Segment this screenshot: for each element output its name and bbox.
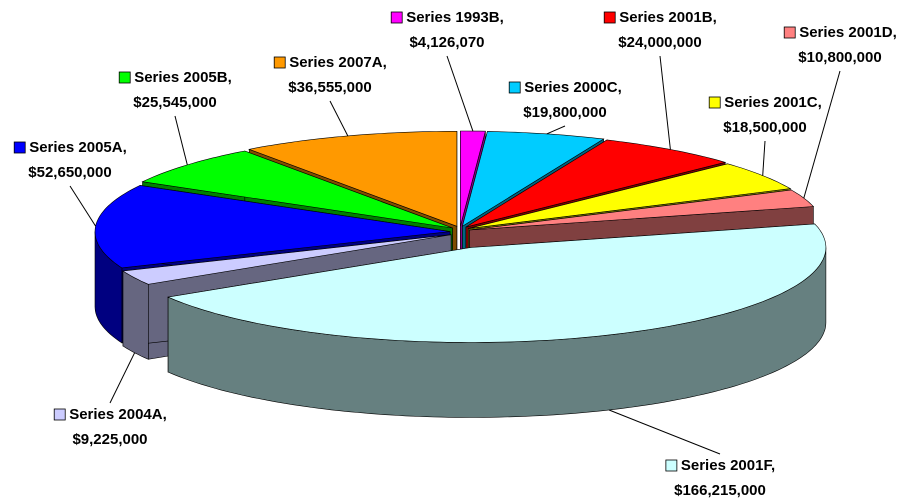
data-label-value: $9,225,000	[72, 431, 147, 448]
data-label-value: $4,126,070	[409, 34, 484, 51]
data-label-name: Series 2005B,	[134, 69, 232, 86]
data-label-name: Series 2000C,	[524, 79, 622, 96]
data-label-name: Series 2001B,	[619, 9, 717, 26]
legend-key	[390, 11, 403, 24]
legend-key	[508, 81, 521, 94]
legend-key	[783, 26, 796, 39]
leader-line	[446, 55, 474, 132]
leader-line	[803, 70, 841, 199]
slice-top	[122, 234, 452, 285]
slice-top	[167, 223, 827, 343]
leader-line	[546, 125, 566, 135]
data-label-value: $18,500,000	[723, 119, 806, 136]
data-label-name: Series 2001C,	[724, 94, 822, 111]
legend-key	[603, 11, 616, 24]
leader-line	[762, 140, 766, 176]
data-label-name: Series 2005A,	[29, 139, 127, 156]
data-label-value: $24,000,000	[618, 34, 701, 51]
data-label-value: $25,545,000	[133, 94, 216, 111]
data-label-name: Series 2007A,	[289, 54, 387, 71]
data-label-value: $10,800,000	[798, 49, 881, 66]
legend-key	[118, 71, 131, 84]
leader-line	[174, 115, 188, 166]
legend-key	[665, 459, 678, 472]
slice	[167, 223, 827, 418]
leader-line	[608, 409, 721, 455]
slice-wall	[122, 270, 149, 360]
leader-line	[659, 55, 671, 150]
data-label-value: $19,800,000	[523, 104, 606, 121]
leader-line	[109, 352, 136, 404]
legend-key	[273, 56, 286, 69]
data-label-value: $36,555,000	[288, 79, 371, 96]
data-label-value: $166,215,000	[674, 482, 766, 499]
data-label-name: Series 2004A,	[69, 406, 167, 423]
legend-key	[13, 141, 26, 154]
leader-line	[329, 100, 349, 137]
legend-key	[708, 96, 721, 109]
legend-key	[53, 408, 66, 421]
data-label-value: $52,650,000	[28, 164, 111, 181]
data-label-name: Series 2001D,	[799, 24, 897, 41]
data-label-name: Series 1993B,	[406, 9, 504, 26]
leader-line	[69, 185, 97, 227]
data-label-name: Series 2001F,	[681, 457, 775, 474]
